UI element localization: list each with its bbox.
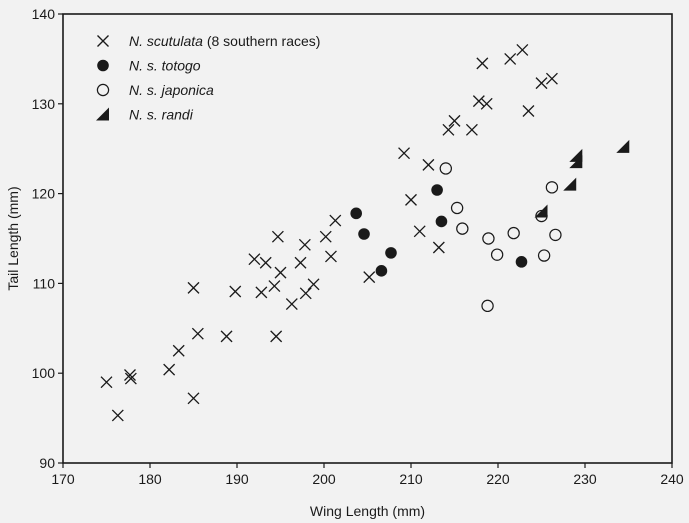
legend-label-1: N. scutulata (8 southern races) xyxy=(129,33,320,49)
data-point-series-1 xyxy=(229,285,242,298)
data-point-series-1 xyxy=(187,281,200,294)
data-point-series-1 xyxy=(476,57,489,70)
data-point-series-1 xyxy=(516,43,529,56)
y-axis-title: Tail Length (mm) xyxy=(5,186,21,290)
data-point-series-1 xyxy=(504,52,517,65)
data-point-series-1 xyxy=(100,376,113,389)
y-tick-label: 100 xyxy=(32,365,56,381)
data-point-series-1 xyxy=(405,193,417,206)
x-tick-label: 240 xyxy=(660,471,684,487)
data-point-series-4 xyxy=(616,139,630,153)
legend-marker-2 xyxy=(97,59,109,72)
data-point-series-3 xyxy=(450,201,464,215)
x-tick-label: 190 xyxy=(225,471,249,487)
data-point-series-1 xyxy=(448,114,461,127)
data-point-series-1 xyxy=(294,256,307,269)
data-point-series-2 xyxy=(375,265,388,277)
x-tick-label: 230 xyxy=(573,471,597,487)
data-point-series-1 xyxy=(111,409,124,422)
data-point-series-2 xyxy=(385,247,397,259)
data-point-series-1 xyxy=(535,77,548,90)
data-point-series-1 xyxy=(325,250,337,263)
data-point-series-2 xyxy=(358,228,370,240)
x-tick-label: 220 xyxy=(486,471,510,487)
legend-label-2: N. s. totogo xyxy=(129,58,201,74)
data-point-series-1 xyxy=(172,344,185,357)
data-point-series-4 xyxy=(534,204,548,218)
data-point-series-3 xyxy=(490,248,504,261)
data-point-series-1 xyxy=(274,266,287,279)
data-point-series-3 xyxy=(507,226,520,240)
data-point-series-1 xyxy=(124,369,136,381)
data-point-series-1 xyxy=(271,230,284,243)
data-point-series-1 xyxy=(259,256,272,269)
data-point-series-3 xyxy=(545,181,559,194)
data-point-series-1 xyxy=(187,392,200,405)
data-point-series-3 xyxy=(481,299,494,313)
data-point-series-1 xyxy=(465,123,478,136)
data-point-series-2 xyxy=(350,207,362,220)
data-point-series-3 xyxy=(482,232,495,245)
data-point-series-1 xyxy=(248,253,261,266)
x-tick-label: 200 xyxy=(312,471,336,487)
data-point-series-4 xyxy=(563,177,577,191)
x-tick-label: 210 xyxy=(399,471,423,487)
data-point-series-1 xyxy=(480,97,493,110)
data-point-series-1 xyxy=(472,95,485,108)
y-tick-label: 110 xyxy=(33,275,56,291)
legend-marker-4 xyxy=(96,107,109,121)
legend: N. scutulata (8 southern races) N. s. tot… xyxy=(96,33,320,123)
data-point-series-1 xyxy=(268,280,281,293)
data-point-series-1 xyxy=(307,278,320,291)
data-point-series-1 xyxy=(545,72,558,85)
data-point-series-1 xyxy=(442,123,455,136)
x-axis-title: Wing Length (mm) xyxy=(310,503,425,519)
legend-label-4: N. s. randi xyxy=(129,107,194,123)
data-point-series-1 xyxy=(398,147,410,160)
data-point-series-3 xyxy=(439,162,452,175)
data-point-series-1 xyxy=(191,327,204,340)
y-tick-label: 120 xyxy=(32,186,56,202)
legend-label-3: N. s. japonica xyxy=(129,82,214,98)
data-point-series-4 xyxy=(569,148,583,162)
y-tick-label: 90 xyxy=(39,455,55,471)
data-point-series-1 xyxy=(220,330,233,343)
data-point-series-1 xyxy=(299,287,312,300)
data-point-series-2 xyxy=(431,184,443,196)
legend-marker-3 xyxy=(96,83,110,97)
x-tick-label: 170 xyxy=(51,471,75,487)
data-points xyxy=(100,43,630,422)
data-point-series-2 xyxy=(515,256,528,268)
data-point-series-1 xyxy=(319,230,332,243)
data-point-series-1 xyxy=(298,238,311,251)
data-point-series-3 xyxy=(537,249,551,262)
y-tick-label: 140 xyxy=(32,6,56,22)
data-point-series-1 xyxy=(270,330,283,343)
data-point-series-1 xyxy=(522,105,535,117)
data-point-series-2 xyxy=(435,215,448,228)
data-point-series-3 xyxy=(549,228,562,242)
data-point-series-1 xyxy=(124,372,137,385)
data-point-series-3 xyxy=(456,222,469,235)
legend-marker-1 xyxy=(97,35,109,47)
data-point-series-1 xyxy=(363,271,376,284)
data-point-series-1 xyxy=(413,225,426,238)
data-point-series-1 xyxy=(432,241,445,254)
data-point-series-1 xyxy=(255,286,268,299)
data-point-series-1 xyxy=(329,214,342,227)
x-tick-label: 180 xyxy=(138,471,162,487)
data-point-series-1 xyxy=(285,298,298,311)
axes: 170 180 190 200 210 220 230 240 90 100 110 120 130 14… xyxy=(32,6,684,487)
data-point-series-1 xyxy=(163,363,176,376)
data-point-series-1 xyxy=(422,158,435,171)
y-tick-label: 130 xyxy=(32,96,56,112)
